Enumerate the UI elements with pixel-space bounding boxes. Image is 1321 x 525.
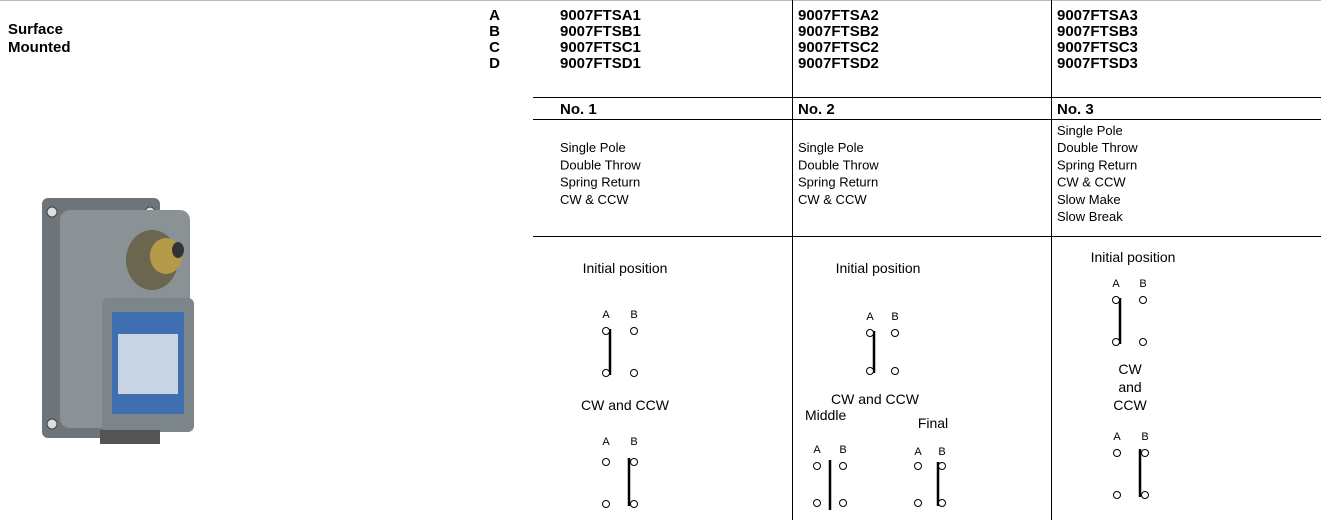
contact-label: A (914, 446, 922, 458)
description-line: Double Throw (560, 157, 641, 172)
contact-label: B (1141, 431, 1148, 443)
diagram-label: and (1118, 379, 1141, 395)
description-line: Slow Break (1057, 209, 1123, 224)
contact-label: A (1112, 278, 1120, 290)
limit-switch-image (42, 198, 194, 444)
row-letter: D (489, 55, 500, 72)
description-line: Single Pole (560, 140, 626, 155)
diagram-label: CW and CCW (831, 391, 920, 407)
row-letter: A (489, 7, 500, 24)
column-name: No. 3 (1057, 101, 1094, 118)
row-letter: B (489, 23, 500, 40)
diagram-label: Initial position (836, 260, 921, 276)
contact-label: B (630, 309, 637, 321)
contact-label: B (938, 446, 945, 458)
description-line: CW & CCW (560, 192, 629, 207)
diagram-label: CW (1118, 361, 1142, 377)
part-number: 9007FTSB3 (1057, 23, 1138, 40)
diagram-1: Initial position A B CW and CCW A B (581, 260, 670, 508)
part-number: 9007FTSD1 (560, 55, 641, 72)
section-label: Surface (8, 21, 63, 38)
diagram-label: CCW (1113, 397, 1147, 413)
column-name: No. 2 (798, 101, 835, 118)
contact-label: B (630, 436, 637, 448)
contact-label: B (839, 444, 846, 456)
contact-label: A (602, 309, 610, 321)
description-line: Spring Return (798, 175, 878, 190)
part-number: 9007FTSD2 (798, 55, 879, 72)
contact-label: B (891, 311, 898, 323)
part-number: 9007FTSC2 (798, 39, 879, 56)
part-number: 9007FTSB1 (560, 23, 641, 40)
row-letter: C (489, 39, 500, 56)
description-line: Spring Return (1057, 157, 1137, 172)
part-number: 9007FTSC3 (1057, 39, 1138, 56)
description-line: Single Pole (1057, 123, 1123, 138)
part-number: 9007FTSB2 (798, 23, 879, 40)
description-line: Double Throw (1057, 140, 1138, 155)
part-number: 9007FTSD3 (1057, 55, 1138, 72)
part-number: 9007FTSA3 (1057, 7, 1138, 24)
diagram-label: Initial position (583, 260, 668, 276)
contact-label: A (1113, 431, 1121, 443)
part-number: 9007FTSC1 (560, 39, 641, 56)
diagram-label: CW and CCW (581, 397, 670, 413)
part-number: 9007FTSA1 (560, 7, 641, 24)
description-line: Slow Make (1057, 192, 1121, 207)
description-line: CW & CCW (798, 192, 867, 207)
diagram-3: Initial position A B CW and CCW A B (1091, 249, 1176, 499)
description-line: Double Throw (798, 157, 879, 172)
description-line: Single Pole (798, 140, 864, 155)
diagram-label: Final (918, 415, 948, 431)
part-number: 9007FTSA2 (798, 7, 879, 24)
diagram-label: Initial position (1091, 249, 1176, 265)
contact-label: A (602, 436, 610, 448)
contact-label: B (1139, 278, 1146, 290)
column-name: No. 1 (560, 101, 597, 118)
description-line: CW & CCW (1057, 175, 1126, 190)
contact-label: A (866, 311, 874, 323)
diagram-label: Middle (805, 407, 846, 423)
contact-label: A (813, 444, 821, 456)
diagram-2: Initial position A B CW and CCW Middle F… (805, 260, 948, 510)
description-line: Spring Return (560, 175, 640, 190)
section-label: Mounted (8, 39, 70, 56)
